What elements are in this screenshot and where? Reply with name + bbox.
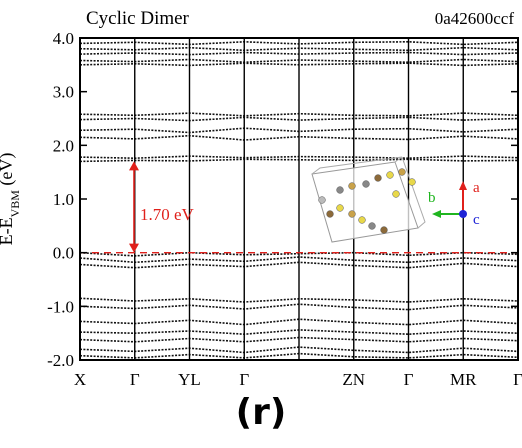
x-tick-label-7: Γ [513,370,522,389]
y-axis-label: E-EVBM (eV) [0,153,22,246]
y-axis-label-text: E-EVBM (eV) [0,153,22,246]
panel-title: Cyclic Dimer [86,8,189,29]
band-gap-arrow-top [129,161,139,171]
axis-b-head [432,210,441,218]
panel-caption: (r) [235,392,287,433]
x-tick-label-5: Γ [404,370,414,389]
molecule-atom [348,210,356,218]
molecule-atom [318,196,326,204]
y-tick-label-2: 0.0 [53,244,74,263]
molecule-atom [326,210,334,218]
molecule-atom [386,171,394,179]
molecule-atom [362,180,370,188]
x-tick-label-3: Γ [239,370,249,389]
molecule-atom [348,182,356,190]
x-tick-label-2: YL [178,370,201,389]
unit-cell-back-edges [311,156,426,229]
molecule-atom [380,226,388,234]
y-tick-label-5: 3.0 [53,83,74,102]
molecule-atom [408,178,416,186]
molecule-atom [336,204,344,212]
molecule-atom [374,174,382,182]
y-tick-label-6: 4.0 [53,29,74,48]
axis-a-head [459,181,467,190]
molecule-atom [336,186,344,194]
band-gap-arrow-bottom [129,243,139,253]
axis-c-label: c [473,212,480,228]
y-tick-label-0: -2.0 [47,351,74,370]
y-tick-label-1: -1.0 [47,297,74,316]
y-tick-label-4: 2.0 [53,136,74,155]
band-gap-label: 1.70 eV [140,205,195,224]
x-tick-label-0: X [74,370,86,389]
molecule-atom [358,216,366,224]
axis-b-label: b [428,190,436,206]
band-structure-chart: -2.0 -1.0 0.0 1.0 2.0 3.0 4.0 X Γ YL Γ ZN Γ MR Γ E-EVBM… [0,29,522,389]
y-tick-label-3: 1.0 [53,190,74,209]
x-tick-label-6: MR [450,370,477,389]
molecule-atom [398,168,406,176]
axis-c-dot [459,210,467,218]
axis-a-label: a [473,180,480,196]
panel-id: 0a42600ccf [434,9,514,28]
x-tick-label-1: Γ [130,370,140,389]
x-tick-label-4: ZN [342,370,365,389]
molecule-atom [392,190,400,198]
molecule-atom [368,222,376,230]
